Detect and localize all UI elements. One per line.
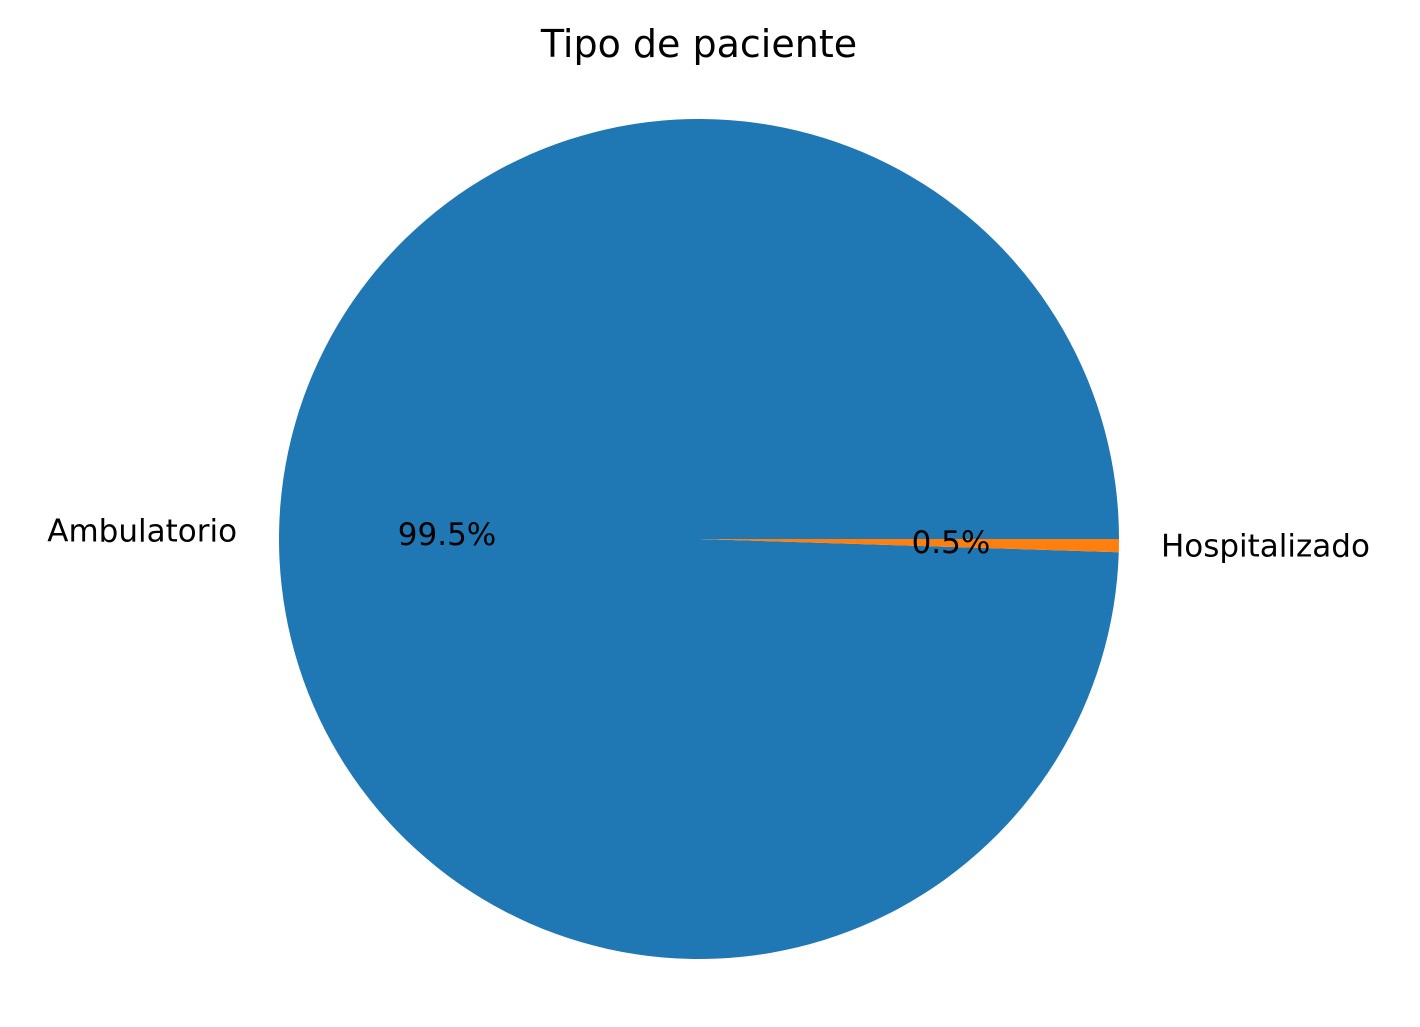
slice-percent-hospitalizado: 0.5% xyxy=(912,525,991,561)
slice-percent-ambulatorio: 99.5% xyxy=(398,517,496,553)
pie-slice-hospitalizado xyxy=(699,539,1119,553)
slice-label-hospitalizado: Hospitalizado xyxy=(1161,528,1370,564)
slice-label-ambulatorio: Ambulatorio xyxy=(47,514,237,550)
pie-slices xyxy=(279,118,1119,959)
pie-labels: Ambulatorio 99.5% Hospitalizado 0.5% xyxy=(47,514,1370,565)
pie-slice-ambulatorio xyxy=(279,118,1119,959)
chart-title: Tipo de paciente xyxy=(540,22,857,66)
